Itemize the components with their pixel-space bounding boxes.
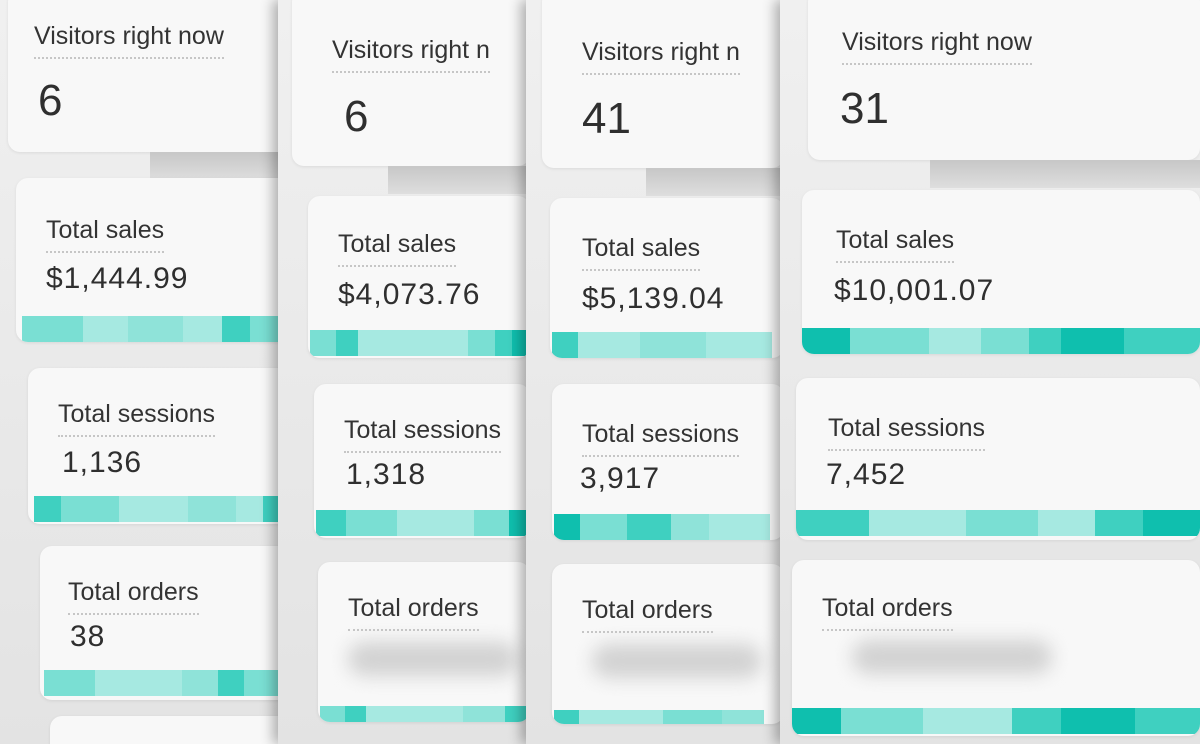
visitors-card[interactable]: Visitors right now 6 [8, 0, 300, 152]
visitors-title: Visitors right n [332, 36, 490, 73]
card-shadow [646, 168, 784, 196]
dashboard-screen-4: Visitors right now 31 Total sales $10,00… [780, 0, 1200, 744]
orders-value-blurred [852, 640, 1052, 674]
orders-card[interactable]: Total orders [318, 562, 530, 722]
visitors-card[interactable]: Visitors right n 6 [292, 0, 530, 166]
orders-card[interactable]: Total orders 38 [40, 546, 300, 700]
sessions-title: Total sessions [58, 400, 216, 437]
visitors-title: Visitors right n [582, 38, 740, 75]
sessions-card[interactable]: Total sessions 1,136 [28, 368, 300, 524]
visitors-title: Visitors right now [34, 22, 224, 59]
sales-card[interactable]: Total sales $5,139.04 [550, 198, 784, 358]
dashboard-screen-3: Visitors right n 41 Total sales $5,139.0… [526, 0, 784, 744]
sessions-title: Total sessions [344, 416, 502, 453]
orders-sparkbar [320, 706, 530, 722]
sales-title: Total sales [836, 226, 955, 263]
sales-card[interactable]: Total sales $10,001.07 [802, 190, 1200, 354]
orders-value-blurred [348, 642, 518, 676]
orders-sparkbar [554, 710, 764, 724]
card-shadow [150, 152, 300, 180]
sessions-value: 1,136 [62, 446, 143, 479]
sessions-value: 1,318 [346, 458, 427, 491]
sales-sparkbar [552, 332, 772, 358]
orders-sparkbar [792, 708, 1200, 734]
sales-value: $5,139.04 [582, 282, 725, 315]
sessions-card[interactable]: Total sessions 7,452 [796, 378, 1200, 540]
visitors-value: 6 [38, 76, 63, 125]
dashboard-screen-1: Visitors right now 6 Total sales $1,444.… [0, 0, 300, 744]
orders-value-blurred [592, 644, 762, 678]
orders-sparkbar [44, 670, 300, 696]
visitors-value: 41 [582, 94, 631, 143]
sales-title: Total sales [582, 234, 701, 271]
sessions-title: Total sessions [828, 414, 986, 451]
dashboard-screen-2: Visitors right n 6 Total sales $4,073.76… [278, 0, 530, 744]
sales-card[interactable]: Total sales $1,444.99 [16, 178, 300, 342]
sessions-title: Total sessions [582, 420, 740, 457]
sessions-sparkbar [316, 510, 530, 536]
orders-card[interactable]: Total orders [552, 564, 784, 724]
sessions-card[interactable]: Total sessions 3,917 [552, 384, 784, 540]
sales-title: Total sales [46, 216, 165, 253]
visitors-value: 6 [344, 92, 369, 141]
card-shadow [388, 166, 530, 194]
visitors-title: Visitors right now [842, 28, 1032, 65]
card-shadow [930, 160, 1200, 188]
sales-value: $1,444.99 [46, 262, 189, 295]
visitors-card[interactable]: Visitors right now 31 [808, 0, 1200, 160]
orders-title: Total orders [582, 596, 713, 633]
sales-value: $10,001.07 [834, 274, 995, 307]
sales-value: $4,073.76 [338, 278, 481, 311]
visitors-card[interactable]: Visitors right n 41 [542, 0, 784, 168]
orders-value: 38 [70, 620, 106, 653]
orders-title: Total orders [68, 578, 199, 615]
visitors-value: 31 [840, 84, 889, 133]
sales-title: Total sales [338, 230, 457, 267]
sessions-sparkbar [34, 496, 300, 522]
sales-card[interactable]: Total sales $4,073.76 [308, 196, 530, 358]
sessions-value: 3,917 [580, 462, 661, 495]
next-card [50, 716, 300, 744]
sessions-sparkbar [554, 514, 770, 540]
sessions-value: 7,452 [826, 458, 907, 491]
sales-sparkbar [802, 328, 1200, 354]
orders-title: Total orders [348, 594, 479, 631]
orders-card[interactable]: Total orders [792, 560, 1200, 736]
sales-sparkbar [22, 316, 300, 342]
orders-title: Total orders [822, 594, 953, 631]
sales-sparkbar [310, 330, 530, 356]
sessions-sparkbar [796, 510, 1200, 536]
sessions-card[interactable]: Total sessions 1,318 [314, 384, 530, 538]
